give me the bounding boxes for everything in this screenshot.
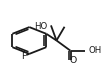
Text: F: F (21, 52, 26, 61)
Text: HO: HO (34, 22, 47, 31)
Text: OH: OH (89, 46, 102, 55)
Text: O: O (69, 56, 77, 65)
